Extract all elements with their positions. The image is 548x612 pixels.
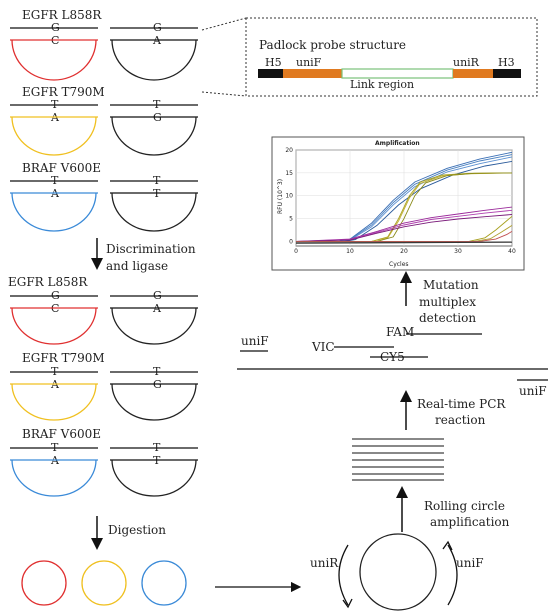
padlock-structure-box: Padlock probe structure H5 uniF uniR H3 … [245, 17, 538, 97]
fam-label: FAM [386, 325, 414, 339]
y-tick-label: 20 [285, 147, 293, 154]
padlock-title: Padlock probe structure [259, 38, 406, 52]
probe-group-bottom-1: EGFR L858R G C G A [8, 275, 198, 345]
amplification-curve-8 [295, 206, 513, 242]
mutation-label: EGFR T790M [22, 351, 105, 365]
amplification-curve-13 [296, 231, 513, 242]
unif-primer-label: uniF [241, 334, 269, 348]
wild-base-top: T [51, 98, 59, 111]
x-tick-label: 0 [294, 248, 298, 255]
padlock-arc-yellow [11, 383, 97, 421]
step-label: amplification [430, 515, 510, 529]
padlock-arc-blue [11, 459, 97, 497]
x-tick-label: 40 [508, 248, 516, 255]
step-label: Mutation [423, 278, 479, 292]
x-tick-label: 10 [346, 248, 354, 255]
y-tick-label: 10 [285, 193, 293, 200]
step-label: Discrimination [106, 242, 196, 256]
y-tick-label: 15 [285, 170, 293, 177]
padlock-arc-black [111, 192, 197, 232]
unif-segment [283, 69, 342, 78]
probe-group-bottom-2: EGFR T790M T A T G [10, 351, 198, 421]
mut-base-top: T [153, 174, 161, 187]
padlock-arc-black [111, 39, 197, 81]
unir-label: uniR [453, 56, 480, 69]
step-label: and ligase [106, 259, 168, 273]
vic-label: VIC [311, 340, 335, 354]
mut-base-top: T [153, 441, 161, 454]
wild-base-top: G [51, 21, 60, 34]
step-label: reaction [435, 413, 486, 427]
amplicon-stack [352, 438, 444, 481]
wild-base-top: T [51, 441, 59, 454]
plot-area: 0 5 10 15 20 0 10 20 30 40 [285, 147, 516, 255]
link-label: Link region [350, 78, 414, 91]
mutation-label: EGFR L858R [8, 275, 88, 289]
chart-xlabel: Cycles [389, 261, 409, 268]
amplification-curve-10 [295, 214, 513, 242]
h5-segment [258, 69, 283, 78]
mutation-label: BRAF V600E [22, 161, 101, 175]
probe-group-top-2: EGFR T790M T A T G [10, 85, 198, 156]
primer-region: uniF FAM VIC CY5 uniF [237, 325, 548, 398]
mutation-label: BRAF V600E [22, 427, 101, 441]
step-label: detection [419, 311, 476, 325]
link-segment [341, 68, 454, 79]
amplification-curve-7 [296, 172, 513, 242]
y-tick-label: 5 [289, 216, 293, 223]
padlock-arc-black [111, 307, 197, 345]
mutation-label: EGFR L858R [22, 8, 102, 22]
wild-base-top: T [51, 174, 59, 187]
mut-base-top: T [153, 98, 161, 111]
padlock-arc-yellow [11, 116, 97, 156]
x-tick-label: 20 [400, 248, 408, 255]
amplification-curve-15 [295, 241, 513, 244]
padlock-arc-black [111, 116, 197, 156]
circle-yellow [81, 560, 127, 606]
padlock-arc-black [111, 383, 197, 421]
rca-circle: uniR uniF [310, 533, 484, 611]
mut-base-top: G [153, 21, 162, 34]
padlock-arc-black [111, 459, 197, 497]
step-digestion: Digestion [91, 516, 166, 550]
probe-group-top-3: BRAF V600E T A T T [10, 161, 198, 232]
unif-label: uniF [296, 56, 322, 69]
step-detection: Mutation multiplex detection [400, 271, 479, 325]
amplification-curve-4 [296, 160, 513, 242]
amplification-curve-9 [295, 209, 513, 242]
amplification-chart: Amplification Cycles RFU (10^3) 0 5 10 15 20… [271, 136, 525, 271]
probe-group-top-1: EGFR L858R G C G A [10, 8, 198, 81]
h3-segment [493, 69, 521, 78]
mut-base-top: G [153, 289, 162, 302]
unif-right-label: uniF [519, 384, 547, 398]
padlock-arc-red [11, 39, 97, 81]
circle-unir-label: uniR [310, 556, 339, 570]
chart-title: Amplification [375, 140, 420, 147]
mut-base-top: T [153, 365, 161, 378]
circle-unif-label: uniF [456, 556, 484, 570]
y-tick-label: 0 [289, 238, 293, 245]
step-label: Rolling circle [424, 499, 505, 513]
unir-segment [453, 69, 493, 78]
h3-label: H3 [498, 56, 515, 69]
step-rca: Rolling circle amplification [396, 486, 510, 532]
h5-label: H5 [265, 56, 282, 69]
step-label: Real-time PCR [417, 397, 506, 411]
probe-group-bottom-3: BRAF V600E T A T T [10, 427, 198, 497]
mutation-label: EGFR T790M [22, 85, 105, 99]
circular-probes [21, 560, 187, 606]
step-discrimination: Discrimination and ligase [91, 238, 196, 273]
x-tick-label: 30 [454, 248, 462, 255]
wild-base-top: G [51, 289, 60, 302]
circle-blue [141, 560, 187, 606]
step-label: Digestion [108, 523, 166, 537]
circle-red [21, 560, 67, 606]
wild-base-top: T [51, 365, 59, 378]
chart-ylabel: RFU (10^3) [277, 179, 284, 214]
padlock-arc-red [11, 307, 97, 345]
step-pcr: Real-time PCR reaction [400, 390, 506, 430]
padlock-arc-blue [11, 192, 97, 232]
step-label: multiplex [419, 295, 476, 309]
